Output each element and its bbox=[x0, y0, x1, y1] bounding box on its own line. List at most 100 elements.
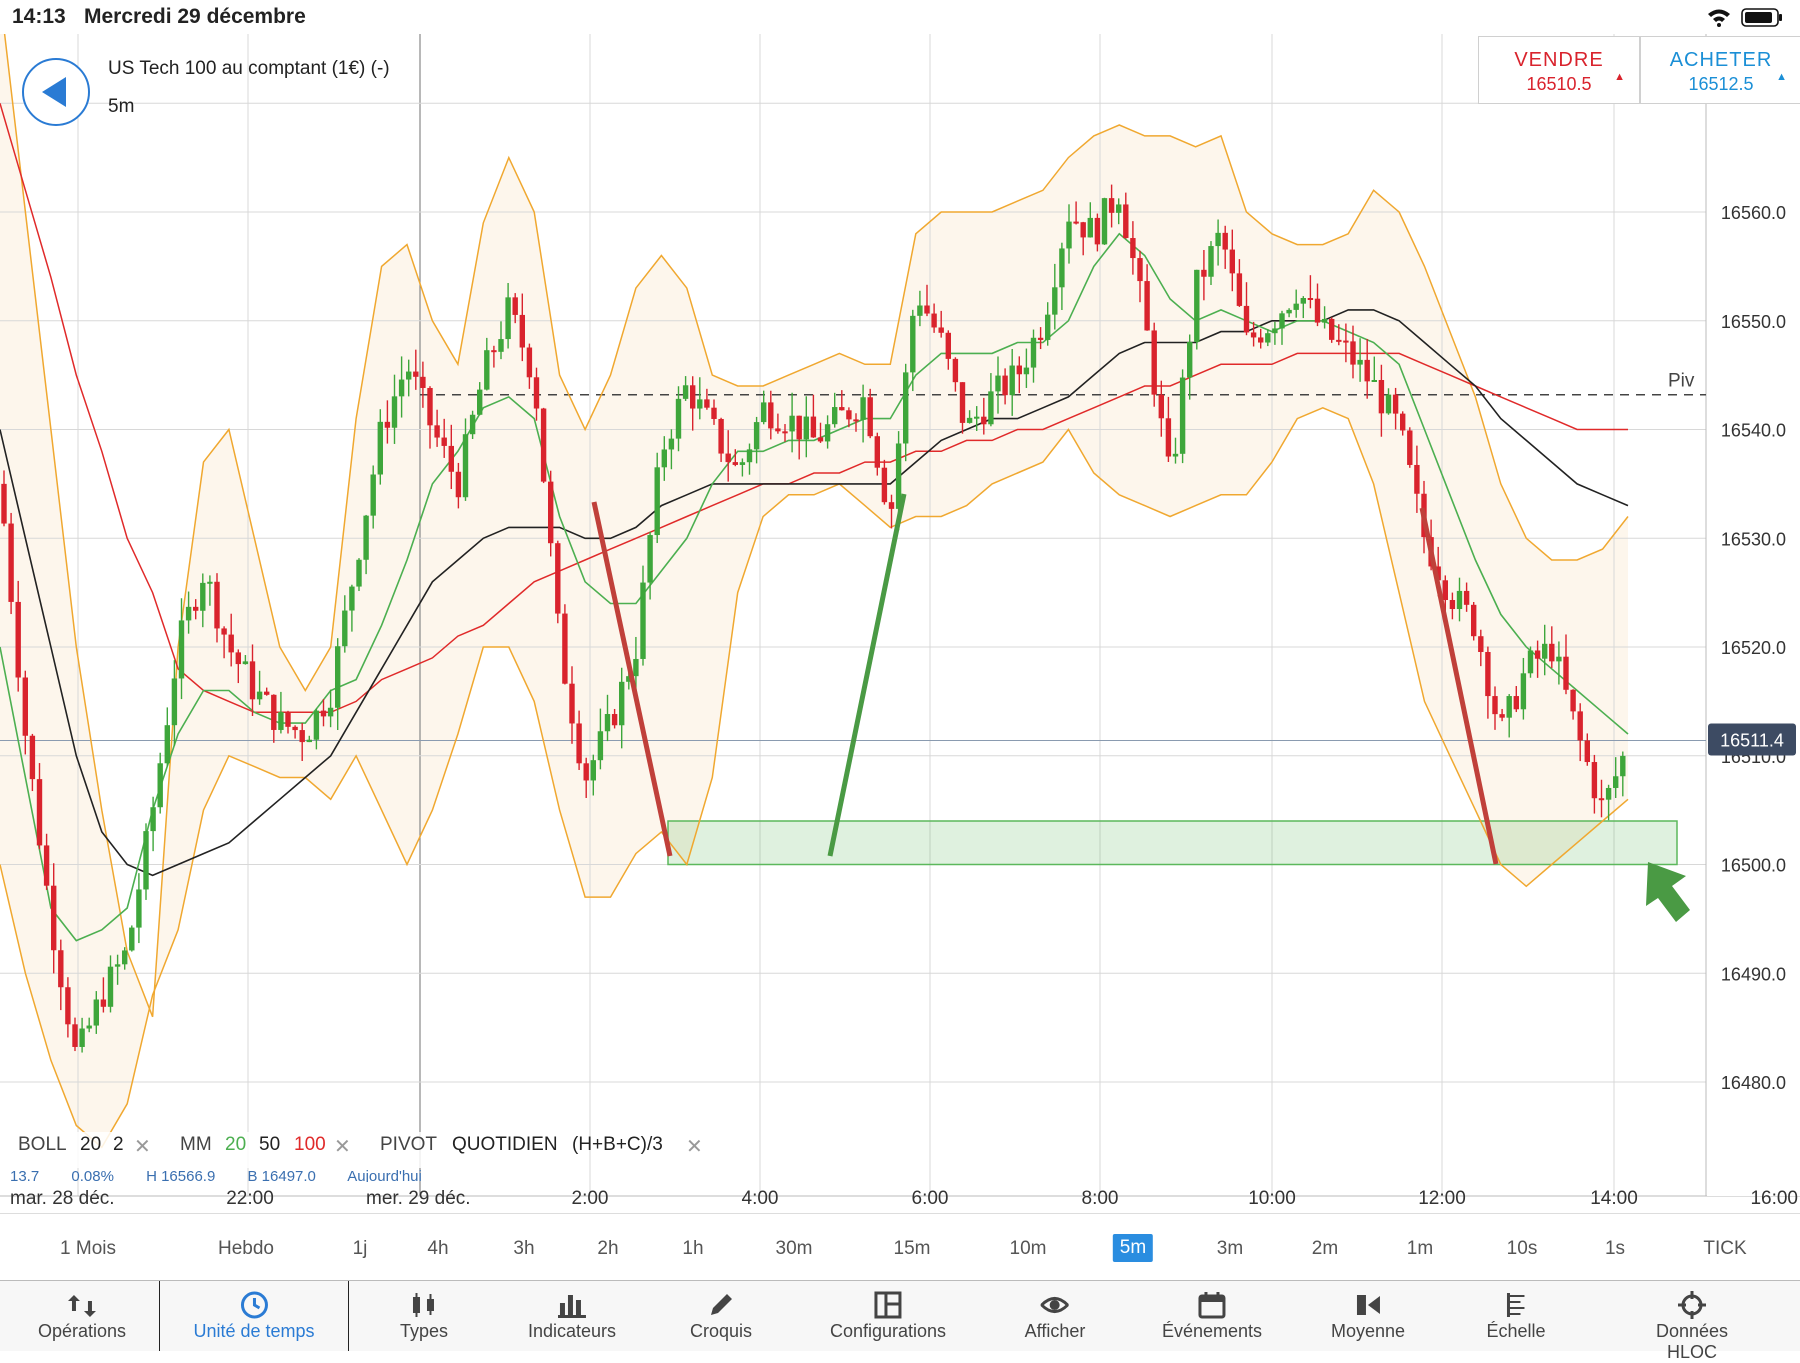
candle-body bbox=[221, 628, 227, 635]
remove-mm-icon[interactable]: ✕ bbox=[334, 1136, 351, 1158]
info-row: 13.7 0.08% H 16566.9 B 16497.0 Aujourd'h… bbox=[10, 1168, 450, 1182]
timeframe-10m[interactable]: 10m bbox=[1009, 1238, 1047, 1259]
candle-body bbox=[1471, 604, 1477, 637]
timeframe-1-mois[interactable]: 1 Mois bbox=[60, 1238, 116, 1259]
timeframe-1j[interactable]: 1j bbox=[352, 1238, 368, 1259]
toolbar-pencil[interactable]: Croquis bbox=[690, 1281, 752, 1351]
candle-body bbox=[1605, 787, 1612, 800]
candle-body bbox=[164, 725, 170, 764]
candle-body bbox=[150, 807, 156, 832]
candle-body bbox=[1527, 650, 1534, 674]
toolbar-average[interactable]: Moyenne bbox=[1331, 1281, 1405, 1351]
timeframe-30m[interactable]: 30m bbox=[775, 1238, 813, 1259]
candle-body bbox=[846, 410, 852, 420]
candle-body bbox=[1591, 762, 1598, 799]
candle-body bbox=[945, 332, 951, 359]
toolbar-scale[interactable]: Échelle bbox=[1486, 1281, 1546, 1351]
y-tick-label: 16490.0 bbox=[1721, 964, 1786, 984]
candle-body bbox=[1179, 377, 1186, 454]
timeframe-tick[interactable]: TICK bbox=[1703, 1238, 1747, 1259]
candle-body bbox=[207, 581, 213, 584]
toolbar-crosshair[interactable]: Données HLOC bbox=[1638, 1281, 1746, 1362]
remove-boll-icon[interactable]: ✕ bbox=[134, 1136, 151, 1158]
candle-body bbox=[839, 407, 845, 411]
buy-button[interactable]: ACHETER 16512.5 ▲ bbox=[1640, 36, 1800, 104]
candle-body bbox=[718, 418, 724, 454]
candle-body bbox=[491, 350, 497, 353]
x-tick-label: mer. 29 déc. bbox=[366, 1188, 471, 1209]
timeframe-2m[interactable]: 2m bbox=[1311, 1238, 1339, 1259]
transfer-icon bbox=[68, 1295, 96, 1317]
toolbar-calendar[interactable]: Événements bbox=[1162, 1281, 1262, 1351]
timeframe-1s[interactable]: 1s bbox=[1604, 1238, 1626, 1259]
timeframe-hebdo[interactable]: Hebdo bbox=[218, 1238, 274, 1259]
candle-body bbox=[1151, 330, 1157, 395]
remove-pivot-icon[interactable]: ✕ bbox=[686, 1136, 703, 1158]
candle-body bbox=[1229, 249, 1235, 274]
candle-body bbox=[1272, 328, 1278, 334]
candle-body bbox=[505, 297, 511, 340]
timeframe-2h[interactable]: 2h bbox=[597, 1238, 619, 1259]
wifi-icon bbox=[1708, 9, 1730, 27]
toolbar-label: Types bbox=[399, 1321, 449, 1341]
info-change: 13.7 bbox=[10, 1168, 40, 1182]
info-change-pct: 0.08% bbox=[71, 1168, 114, 1182]
candle-body bbox=[654, 467, 660, 536]
candle-body bbox=[1286, 309, 1292, 314]
timeframe-1h[interactable]: 1h bbox=[682, 1238, 704, 1259]
candle-body bbox=[455, 471, 462, 498]
timeframe-3m[interactable]: 3m bbox=[1216, 1238, 1244, 1259]
candle-body bbox=[377, 421, 383, 475]
x-tick-label: 6:00 bbox=[912, 1188, 949, 1209]
candle-body bbox=[903, 372, 909, 444]
eye-icon bbox=[1040, 1297, 1069, 1313]
candle-body bbox=[1563, 656, 1569, 690]
toolbar-bar-chart[interactable]: Indicateurs bbox=[528, 1281, 616, 1351]
candle-body bbox=[306, 739, 312, 743]
candle-body bbox=[1137, 258, 1143, 282]
candle-body bbox=[58, 950, 64, 988]
candle-body bbox=[640, 582, 646, 659]
timeframe-bar: 1 Mois Hebdo 1j 4h 3h 2h 1h 30m 15m 10m 5m 3m 2m 1m 10… bbox=[0, 1213, 1800, 1280]
timeframe-1m[interactable]: 1m bbox=[1406, 1238, 1434, 1259]
bollinger-lower bbox=[0, 406, 1629, 1149]
timeframe-5m[interactable]: 5m bbox=[1112, 1234, 1154, 1262]
candle-body bbox=[1030, 337, 1037, 368]
candle-body bbox=[171, 678, 178, 726]
candle-body bbox=[867, 397, 873, 437]
candle-body bbox=[917, 305, 923, 316]
layout-icon bbox=[874, 1291, 902, 1319]
y-tick-label: 16560.0 bbox=[1721, 203, 1786, 223]
candle-body bbox=[1314, 298, 1321, 323]
timeframe-15m[interactable]: 15m bbox=[893, 1238, 931, 1259]
calendar-icon bbox=[1198, 1292, 1226, 1319]
candle-body bbox=[519, 314, 525, 348]
candle-body bbox=[1400, 413, 1406, 431]
sell-button[interactable]: VENDRE 16510.5 ▲ bbox=[1478, 36, 1640, 104]
indicator-legend: BOLL 20 2 ✕ MM 20 50 100 ✕ PIVOT QUOTIDI… bbox=[0, 1128, 760, 1166]
candle-body bbox=[548, 481, 554, 544]
timeframe-3h[interactable]: 3h bbox=[513, 1238, 535, 1259]
candle-body bbox=[249, 661, 256, 700]
candle-body bbox=[626, 676, 632, 682]
back-button[interactable] bbox=[22, 58, 90, 126]
toolbar-eye[interactable]: Afficher bbox=[1025, 1281, 1085, 1351]
toolbar-layout[interactable]: Configurations bbox=[830, 1281, 946, 1351]
toolbar-transfer[interactable]: Opérations bbox=[38, 1281, 126, 1351]
price-chart[interactable]: Piv 16560.0 16550.0 16540.0 16530.0 16520.0 1… bbox=[0, 34, 1800, 1214]
candle-body bbox=[569, 683, 575, 724]
candle-body bbox=[1307, 298, 1314, 301]
current-price-value: 16511.4 bbox=[1720, 731, 1784, 751]
candle-body bbox=[356, 559, 362, 587]
candle-body bbox=[853, 419, 859, 422]
timeframe-10s[interactable]: 10s bbox=[1506, 1238, 1538, 1259]
candle-body bbox=[761, 402, 767, 423]
timeframe-4h[interactable]: 4h bbox=[427, 1238, 449, 1259]
candle-body bbox=[370, 474, 376, 516]
candle-body bbox=[1513, 696, 1519, 710]
candle-body bbox=[604, 714, 611, 732]
toolbar-clock[interactable]: Unité de temps bbox=[193, 1281, 315, 1351]
toolbar-candles[interactable]: Types bbox=[400, 1281, 448, 1351]
candle-body bbox=[952, 358, 959, 383]
chart-timeframe: 5m bbox=[108, 96, 135, 117]
